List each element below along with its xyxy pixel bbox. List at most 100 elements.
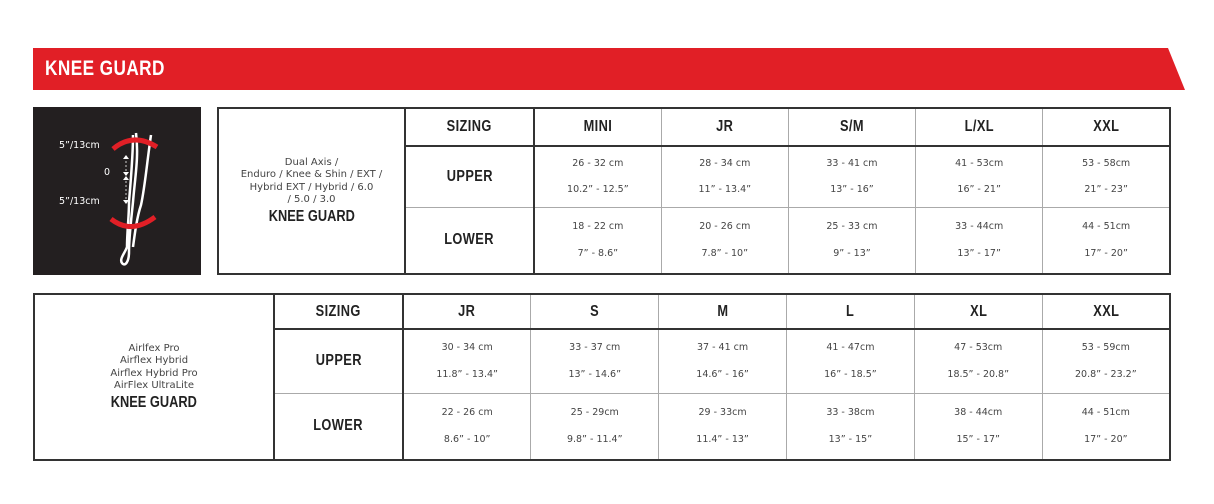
size-table-1: Dual Axis / Enduro / Knee & Shin / EXT /… <box>217 107 1171 275</box>
measurement-value: 20.8” - 23.2” <box>1075 368 1137 380</box>
measurement-value: 16” - 18.5” <box>824 368 877 380</box>
size-cell: 33 - 38cm 13” - 15” <box>785 392 915 461</box>
cell-text: LOWER <box>444 231 495 249</box>
measurement-value: 33 - 38cm <box>826 407 875 419</box>
size-cell: 28 - 34 cm 11” - 13.4” <box>660 145 789 208</box>
size-header: XXL <box>1041 293 1171 330</box>
cell-text: XXL <box>1093 118 1120 135</box>
product-line: AirFlex UltraLite <box>113 380 194 392</box>
measurement-value: 18 - 22 cm <box>572 221 624 233</box>
size-header: JR <box>660 107 789 147</box>
bottom-measure-label: 5”/13cm <box>59 196 100 207</box>
size-cell: 38 - 44cm 15” - 17” <box>913 392 1043 461</box>
row-label: LOWER <box>404 206 535 275</box>
measurement-value: 17” - 20” <box>1084 433 1128 445</box>
size-table-2: Airlfex Pro Airflex Hybrid Airflex Hybri… <box>33 293 1171 461</box>
measurement-value: 53 - 59cm <box>1081 342 1130 354</box>
measurement-value: 13” - 14.6” <box>568 368 622 380</box>
measurement-value: 11” - 13.4” <box>698 184 752 196</box>
size-header: MINI <box>533 107 662 147</box>
measurement-value: 33 - 37 cm <box>569 342 621 354</box>
measurement-value: 17” - 20” <box>1084 247 1128 259</box>
sizing-header: SIZING <box>404 107 535 147</box>
size-cell: 25 - 33 cm 9” - 13” <box>787 206 917 275</box>
measurement-value: 41 - 47cm <box>826 342 875 354</box>
row-label: UPPER <box>404 145 535 208</box>
measurement-value: 14.6” - 16” <box>696 368 749 380</box>
size-cell: 47 - 53cm 18.5” - 20.8” <box>913 328 1043 394</box>
cell-text: L <box>846 302 855 320</box>
measurement-value: 28 - 34 cm <box>699 157 751 169</box>
top-measure-label: 5”/13cm <box>59 140 100 151</box>
size-header: L/XL <box>915 107 1044 147</box>
size-cell: 44 - 51cm 17” - 20” <box>1041 392 1171 461</box>
cell-text: UPPER <box>315 352 362 370</box>
measurement-value: 15” - 17” <box>956 433 1000 445</box>
cell-text: SIZING <box>315 302 362 320</box>
measurement-value: 9” - 13” <box>833 247 871 259</box>
size-cell: 20 - 26 cm 7.8” - 10” <box>660 206 789 275</box>
product-line: Dual Axis / <box>284 156 339 168</box>
size-cell: 44 - 51cm 17” - 20” <box>1042 206 1171 275</box>
measurement-value: 7.8” - 10” <box>701 247 749 259</box>
product-line: Airflex Hybrid Pro <box>110 367 198 379</box>
size-cell: 41 - 53cm 16” - 21” <box>915 145 1044 208</box>
measurement-value: 29 - 33cm <box>698 407 747 419</box>
cell-text: JR <box>458 302 476 320</box>
section-banner: KNEE GUARD <box>33 48 1185 90</box>
measurement-value: 41 - 53cm <box>955 157 1004 169</box>
leg-outline-icon <box>109 132 159 266</box>
measurement-value: 53 - 58cm <box>1082 157 1131 169</box>
size-cell: 37 - 41 cm 14.6” - 16” <box>658 328 787 394</box>
table-row-lower: LOWER 18 - 22 cm 7” - 8.6” 20 - 26 cm 7.8”… <box>218 206 1171 275</box>
size-header: S <box>530 293 660 330</box>
measurement-value: 21” - 23” <box>1084 184 1128 196</box>
knee-measurement-diagram: 5”/13cm 0 5”/13cm <box>33 107 201 275</box>
size-header: XXL <box>1042 107 1171 147</box>
cell-text: JR <box>716 118 734 135</box>
size-cell: 33 - 41 cm 13” - 16” <box>787 145 917 208</box>
cell-text: S <box>590 302 600 320</box>
product-line: Hybrid EXT / Hybrid / 6.0 <box>249 181 374 193</box>
measurement-value: 38 - 44cm <box>954 407 1003 419</box>
size-cell: 41 - 47cm 16” - 18.5” <box>785 328 915 394</box>
measurement-value: 44 - 51cm <box>1082 221 1131 233</box>
product-cell: Airlfex Pro Airflex Hybrid Airflex Hybri… <box>33 293 275 461</box>
size-cell: 53 - 59cm 20.8” - 23.2” <box>1041 328 1171 394</box>
size-header: M <box>658 293 787 330</box>
cell-text: XL <box>969 302 987 320</box>
measurement-value: 11.8” - 13.4” <box>436 368 498 380</box>
measurement-value: 25 - 29cm <box>570 407 619 419</box>
size-header: JR <box>402 293 532 330</box>
cell-text: S/M <box>839 118 864 135</box>
measurement-value: 44 - 51cm <box>1081 407 1130 419</box>
measurement-value: 7” - 8.6” <box>577 247 619 259</box>
measurement-value: 30 - 34 cm <box>441 342 493 354</box>
size-cell: 33 - 44cm 13” - 17” <box>915 206 1044 275</box>
cell-text: M <box>717 302 729 320</box>
row-label: LOWER <box>273 392 404 461</box>
table-row-lower: LOWER 22 - 26 cm 8.6” - 10” 25 - 29cm 9.8”… <box>34 392 1171 461</box>
row-label: UPPER <box>273 328 404 394</box>
measurement-value: 16” - 21” <box>957 184 1001 196</box>
product-line: Airlfex Pro <box>128 342 180 354</box>
size-cell: 53 - 58cm 21” - 23” <box>1042 145 1171 208</box>
section-title: KNEE GUARD <box>45 57 165 80</box>
product-title: KNEE GUARD <box>268 207 355 225</box>
cell-text: L/XL <box>964 118 994 135</box>
measurement-value: 9.8” - 11.4” <box>566 433 623 445</box>
product-line: / 5.0 / 3.0 <box>287 194 336 206</box>
measurement-value: 22 - 26 cm <box>441 407 493 419</box>
measurement-value: 13” - 17” <box>957 247 1001 259</box>
cell-text: UPPER <box>446 167 493 185</box>
measurement-value: 37 - 41 cm <box>696 342 749 354</box>
cell-text: MINI <box>583 118 613 135</box>
measurement-value: 33 - 41 cm <box>826 157 878 169</box>
measurement-value: 8.6” - 10” <box>443 433 491 445</box>
measurement-value: 25 - 33 cm <box>826 221 878 233</box>
measurement-value: 20 - 26 cm <box>699 221 751 233</box>
product-cell: Dual Axis / Enduro / Knee & Shin / EXT /… <box>217 107 406 275</box>
measurement-value: 13” - 16” <box>830 184 874 196</box>
size-cell: 22 - 26 cm 8.6” - 10” <box>402 392 532 461</box>
measurement-value: 10.2” - 12.5” <box>567 184 629 196</box>
